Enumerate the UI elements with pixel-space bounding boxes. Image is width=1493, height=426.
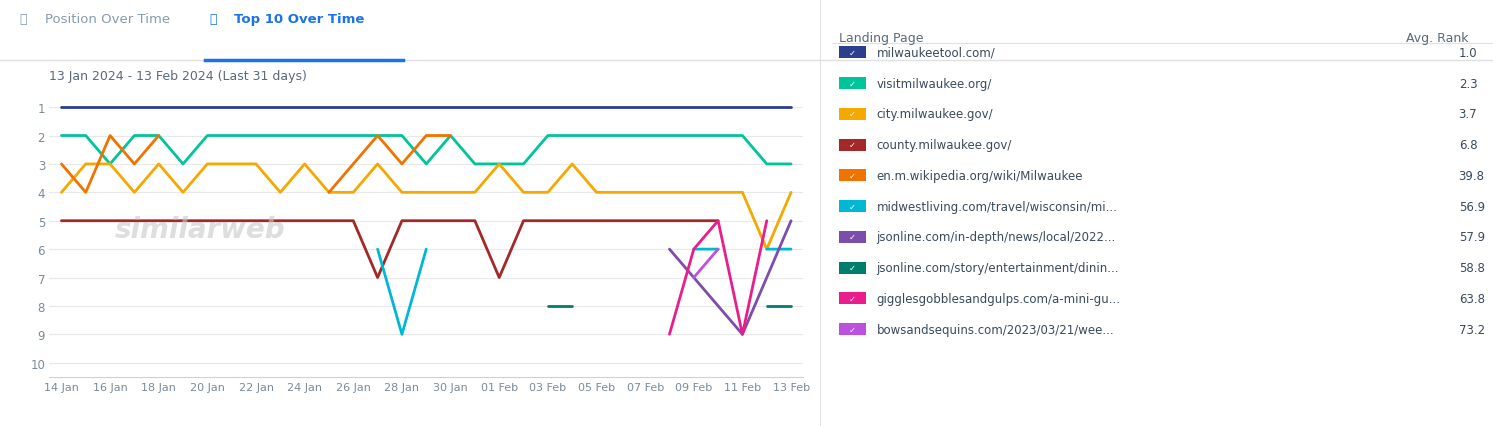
Text: milwaukeetool.com/: milwaukeetool.com/: [876, 47, 996, 60]
Text: county.milwaukee.gov/: county.milwaukee.gov/: [876, 139, 1012, 152]
Text: 39.8: 39.8: [1459, 170, 1484, 182]
Text: 1.0: 1.0: [1459, 47, 1477, 60]
Text: similarweb: similarweb: [115, 216, 285, 244]
Text: midwestliving.com/travel/wisconsin/mi...: midwestliving.com/travel/wisconsin/mi...: [876, 200, 1117, 213]
Text: 2.3: 2.3: [1459, 78, 1477, 90]
Text: gigglesgobblesandgulps.com/a-mini-gu...: gigglesgobblesandgulps.com/a-mini-gu...: [876, 292, 1120, 305]
Text: Position Over Time: Position Over Time: [45, 13, 170, 26]
Text: 57.9: 57.9: [1459, 231, 1484, 244]
Text: city.milwaukee.gov/: city.milwaukee.gov/: [876, 108, 993, 121]
Text: 13 Jan 2024 - 13 Feb 2024 (Last 31 days): 13 Jan 2024 - 13 Feb 2024 (Last 31 days): [49, 70, 308, 83]
Text: 6.8: 6.8: [1459, 139, 1477, 152]
Text: ✓: ✓: [850, 110, 855, 119]
Text: jsonline.com/in-depth/news/local/2022...: jsonline.com/in-depth/news/local/2022...: [876, 231, 1115, 244]
Text: 56.9: 56.9: [1459, 200, 1484, 213]
Text: 📊: 📊: [19, 13, 27, 26]
Text: Avg. Rank: Avg. Rank: [1406, 32, 1469, 45]
Text: 🏆: 🏆: [209, 13, 216, 26]
Text: Top 10 Over Time: Top 10 Over Time: [234, 13, 364, 26]
Text: ✓: ✓: [850, 294, 855, 303]
Text: 3.7: 3.7: [1459, 108, 1477, 121]
Text: ✓: ✓: [850, 263, 855, 273]
Text: jsonline.com/story/entertainment/dinin...: jsonline.com/story/entertainment/dinin..…: [876, 262, 1118, 274]
Text: ✓: ✓: [850, 233, 855, 242]
Text: visitmilwaukee.org/: visitmilwaukee.org/: [876, 78, 991, 90]
Text: ✓: ✓: [850, 141, 855, 150]
Text: 58.8: 58.8: [1459, 262, 1484, 274]
Text: ✓: ✓: [850, 79, 855, 89]
Text: ✓: ✓: [850, 49, 855, 58]
Text: en.m.wikipedia.org/wiki/Milwaukee: en.m.wikipedia.org/wiki/Milwaukee: [876, 170, 1082, 182]
Text: Landing Page: Landing Page: [839, 32, 924, 45]
Text: ✓: ✓: [850, 171, 855, 181]
Text: 73.2: 73.2: [1459, 323, 1484, 336]
Text: 63.8: 63.8: [1459, 292, 1484, 305]
Text: ✓: ✓: [850, 202, 855, 211]
Text: bowsandsequins.com/2023/03/21/wee...: bowsandsequins.com/2023/03/21/wee...: [876, 323, 1114, 336]
Text: ✓: ✓: [850, 325, 855, 334]
